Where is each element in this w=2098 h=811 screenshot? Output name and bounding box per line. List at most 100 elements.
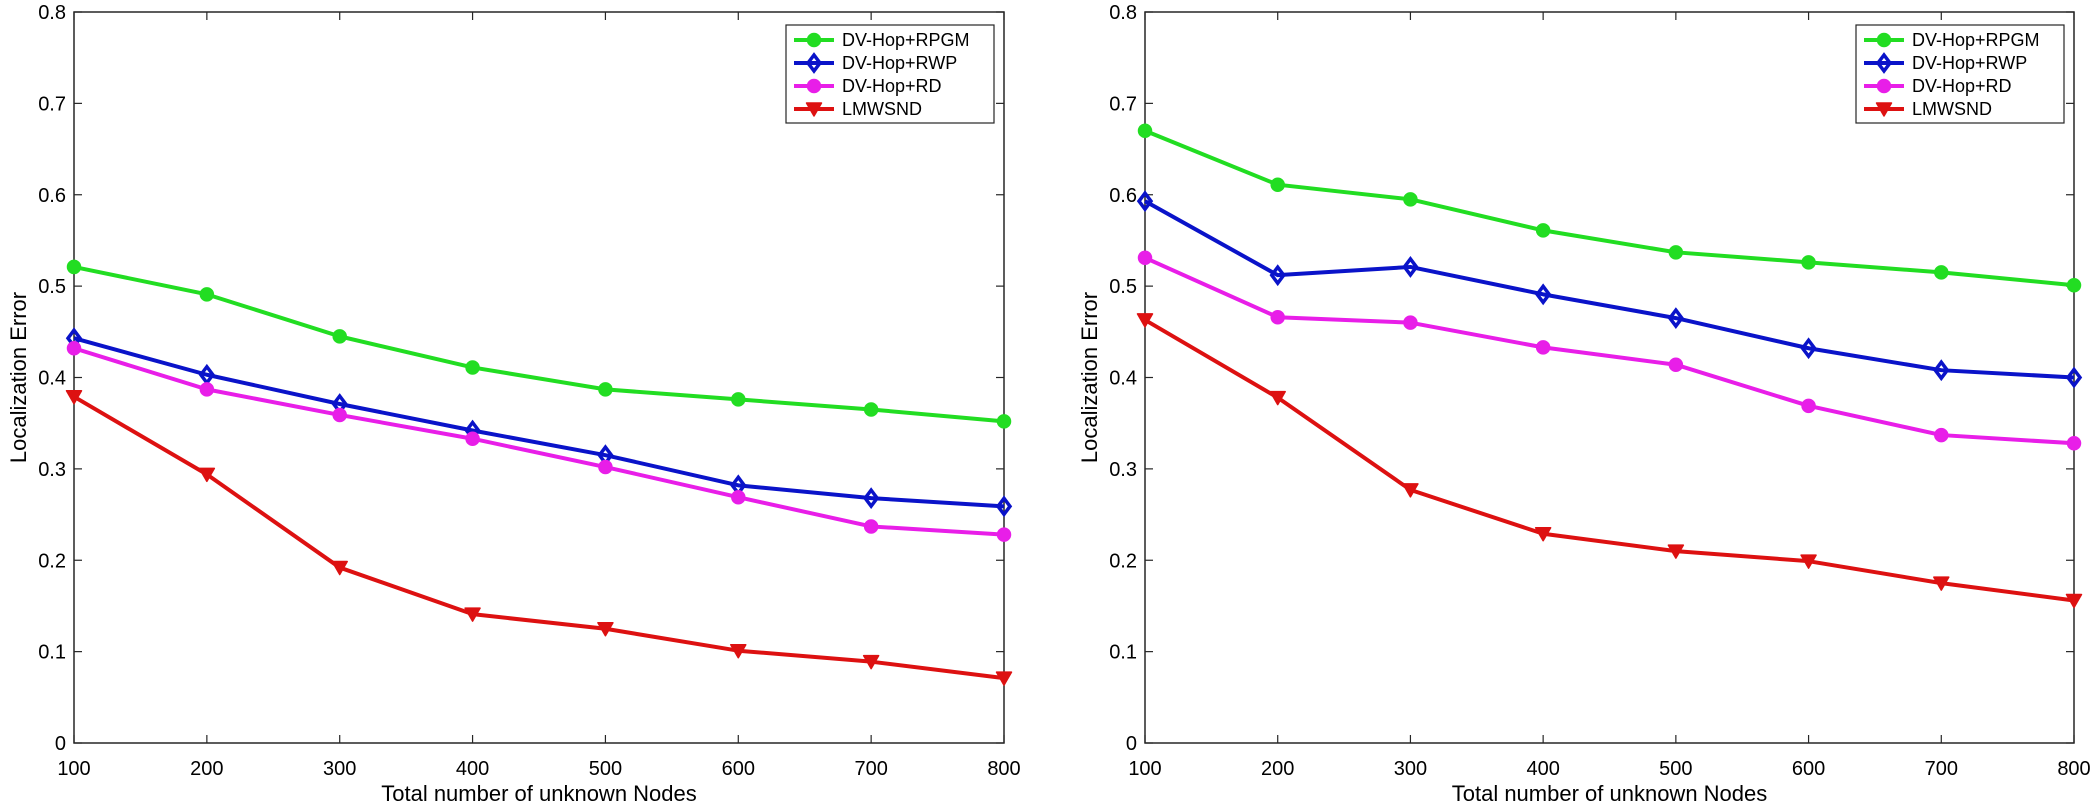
x-tick-label: 400: [1526, 758, 1559, 780]
series-line: [73, 346, 1005, 537]
legend-label: LMWSND: [842, 99, 922, 119]
series-dv-hop-rwp: [1136, 190, 2083, 389]
legend: DV-Hop+RPGM DV-Hop+RWP DV-Hop+RD LMWSND: [1855, 24, 2065, 124]
data-point: [199, 287, 215, 302]
data-point: [1800, 337, 1817, 360]
data-point: [1137, 250, 1153, 266]
legend-label: LMWSND: [1912, 99, 1992, 119]
data-point: [465, 360, 480, 375]
data-point: [1402, 483, 1419, 498]
data-point: [995, 495, 1013, 518]
data-point: [598, 382, 613, 397]
legend-label: DV-Hop+RPGM: [842, 30, 970, 50]
series-lmwsnd: [1136, 313, 2083, 609]
y-tick-label: 0.2: [1109, 550, 1137, 572]
legend-label: DV-Hop+RD: [1912, 76, 2012, 96]
y-tick-label: 0.3: [1109, 459, 1137, 481]
legend-marker: [1875, 102, 1893, 117]
legend-marker: [1876, 78, 1892, 94]
data-point: [198, 467, 216, 483]
data-point: [996, 527, 1012, 542]
legend-marker: [806, 78, 822, 94]
data-point: [1801, 255, 1816, 270]
data-point: [862, 487, 880, 510]
x-tick-label: 800: [2057, 758, 2090, 780]
series-line: [1144, 255, 2075, 446]
data-point: [597, 622, 614, 637]
data-point: [1534, 527, 1552, 542]
x-tick-label: 200: [1261, 758, 1294, 780]
data-point: [1136, 190, 1154, 213]
y-tick-label: 0.2: [38, 550, 66, 572]
chart-panel-2: 0 0.1 0.2 0.3 0.4 0.5 0.6 0.7 0.8 100 200 300 400 500…: [1077, 2, 2091, 806]
series-line: [73, 264, 1005, 424]
data-point: [1668, 357, 1684, 372]
x-tick-label: 700: [1925, 758, 1958, 780]
data-point: [2065, 593, 2083, 609]
x-tick-label: 800: [987, 758, 1020, 780]
y-tick-label: 0.8: [1109, 2, 1137, 24]
y-tick-label: 0.8: [38, 2, 66, 24]
y-tick-label: 0.3: [38, 459, 66, 481]
x-tick-label: 600: [722, 758, 755, 780]
series-line: [73, 336, 1005, 509]
legend-label: DV-Hop+RD: [842, 76, 942, 96]
x-tick-label: 600: [1792, 758, 1825, 780]
data-point: [66, 259, 82, 275]
y-tick-label: 0: [1126, 733, 1137, 755]
data-point: [731, 489, 746, 505]
x-axis-label: Total number of unknown Nodes: [1452, 781, 1768, 806]
data-point: [1934, 427, 1949, 443]
data-point: [1270, 177, 1285, 192]
y-tick-label: 0.7: [1109, 93, 1137, 115]
series-dv-hop-rd: [1137, 250, 2082, 451]
data-point: [65, 389, 83, 405]
legend-marker: [806, 32, 822, 48]
data-point: [996, 414, 1012, 429]
y-tick-label: 0: [55, 733, 66, 755]
y-tick-label: 0.7: [38, 93, 66, 115]
series-lmwsnd: [65, 389, 1013, 686]
data-point: [1934, 265, 1949, 280]
series-dv-hop-rd: [66, 341, 1012, 542]
y-axis-label: Localization Error: [6, 292, 31, 463]
data-point: [1933, 359, 1950, 382]
y-tick-label: 0.1: [38, 642, 66, 664]
series-dv-hop-rwp: [65, 327, 1013, 518]
x-tick-label: 100: [1128, 758, 1161, 780]
legend-marker: [805, 102, 823, 117]
data-point: [199, 382, 215, 397]
x-tick-label: 400: [456, 758, 489, 780]
x-tick-label: 200: [190, 758, 223, 780]
series-line: [1144, 199, 2075, 380]
data-point: [1667, 544, 1685, 559]
x-tick-label: 300: [323, 758, 356, 780]
data-point: [730, 643, 747, 659]
data-point: [332, 329, 347, 344]
data-point: [1668, 245, 1684, 260]
data-point: [465, 431, 480, 446]
data-point: [2066, 277, 2082, 293]
series-line: [1144, 128, 2075, 288]
data-point: [332, 407, 347, 423]
chart-panel-1: 0 0.1 0.2 0.3 0.4 0.5 0.6 0.7 0.8 100 200 300 400 500…: [6, 2, 1021, 806]
data-point: [863, 519, 879, 534]
y-tick-label: 0.1: [1109, 642, 1137, 664]
series-dv-hop-rpgm: [66, 259, 1012, 429]
data-point: [863, 402, 879, 417]
legend-label: DV-Hop+RWP: [1912, 53, 2027, 73]
y-tick-label: 0.5: [38, 276, 66, 298]
legend: DV-Hop+RPGM DV-Hop+RWP DV-Hop+RD LMWSND: [785, 24, 995, 124]
data-point: [1933, 576, 1950, 591]
x-tick-label: 500: [1659, 758, 1692, 780]
series-line: [1143, 318, 2075, 603]
data-point: [2065, 366, 2083, 389]
data-point: [731, 392, 746, 407]
series-dv-hop-rpgm: [1137, 123, 2082, 293]
data-point: [598, 459, 613, 475]
data-point: [1137, 123, 1153, 139]
data-point: [862, 654, 880, 670]
data-point: [995, 671, 1013, 686]
